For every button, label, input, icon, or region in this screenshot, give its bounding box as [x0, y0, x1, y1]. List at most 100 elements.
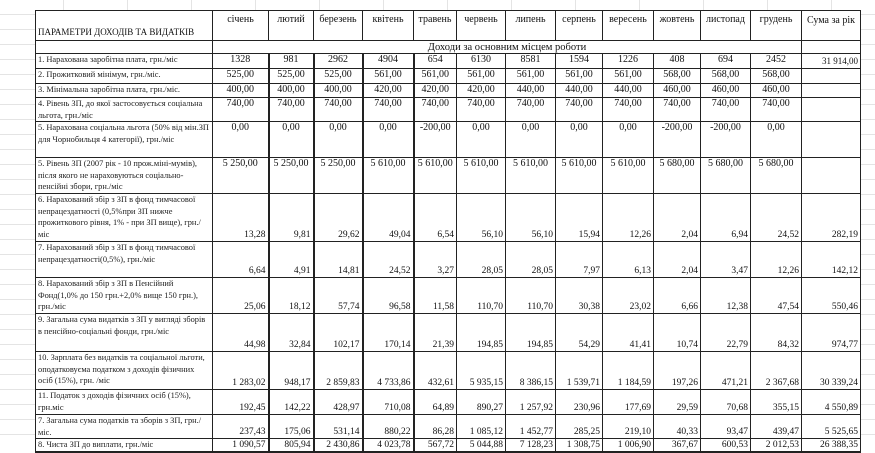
total-cell[interactable]: 550,46: [801, 277, 861, 314]
value-cell[interactable]: 740,00: [750, 97, 802, 122]
value-cell[interactable]: 1 090,57: [212, 438, 269, 453]
value-cell[interactable]: 56,10: [456, 193, 506, 242]
value-cell[interactable]: 4,91: [267, 241, 315, 278]
row-label[interactable]: 7. Нарахований збір з ЗП в фонд тимчасов…: [35, 241, 213, 278]
value-cell[interactable]: 96,58: [361, 277, 415, 314]
value-cell[interactable]: 57,74: [312, 277, 364, 314]
month-header[interactable]: січень: [212, 10, 269, 41]
value-cell[interactable]: 2,04: [653, 193, 701, 242]
value-cell[interactable]: 10,74: [653, 313, 701, 352]
total-cell[interactable]: 974,77: [801, 313, 861, 352]
row-label[interactable]: 11. Податок з доходів фізичних осіб (15%…: [35, 389, 213, 415]
value-cell[interactable]: 12,38: [700, 277, 751, 314]
total-cell[interactable]: 5 525,65: [801, 414, 861, 439]
value-cell[interactable]: 880,22: [361, 414, 415, 439]
value-cell[interactable]: 7,97: [555, 241, 603, 278]
value-cell[interactable]: 25,06: [212, 277, 269, 314]
value-cell[interactable]: -200,00: [413, 121, 457, 158]
value-cell[interactable]: 0,00: [312, 121, 364, 158]
row-label[interactable]: 9. Загальна сума видатків з ЗП у вигляді…: [35, 313, 213, 352]
value-cell[interactable]: 400,00: [312, 83, 364, 98]
total-cell[interactable]: [801, 83, 861, 98]
value-cell[interactable]: 420,00: [413, 83, 457, 98]
value-cell[interactable]: 525,00: [267, 68, 315, 84]
total-cell[interactable]: [801, 157, 861, 194]
value-cell[interactable]: 30,38: [555, 277, 603, 314]
value-cell[interactable]: 5 610,00: [602, 157, 654, 194]
row-label[interactable]: 3. Мінімальна заробітна плата, грн./міс.: [35, 83, 213, 98]
value-cell[interactable]: 6,54: [413, 193, 457, 242]
value-cell[interactable]: 890,27: [456, 389, 506, 415]
value-cell[interactable]: 1 184,59: [602, 351, 654, 390]
total-cell[interactable]: [801, 121, 861, 158]
value-cell[interactable]: 568,00: [653, 68, 701, 84]
value-cell[interactable]: 13,28: [212, 193, 269, 242]
value-cell[interactable]: 0,00: [267, 121, 315, 158]
value-cell[interactable]: 70,68: [700, 389, 751, 415]
value-cell[interactable]: 29,59: [653, 389, 701, 415]
value-cell[interactable]: 86,28: [413, 414, 457, 439]
value-cell[interactable]: 40,33: [653, 414, 701, 439]
row-label[interactable]: 5. Нарахована соціальна льгота (50% від …: [35, 121, 213, 158]
value-cell[interactable]: 428,97: [312, 389, 364, 415]
section-total-cell[interactable]: [801, 40, 861, 54]
value-cell[interactable]: 7 128,23: [505, 438, 556, 453]
value-cell[interactable]: 8 386,15: [505, 351, 556, 390]
value-cell[interactable]: 2 859,83: [312, 351, 364, 390]
total-cell[interactable]: 142,12: [801, 241, 861, 278]
value-cell[interactable]: 561,00: [555, 68, 603, 84]
value-cell[interactable]: 47,54: [750, 277, 802, 314]
value-cell[interactable]: 440,00: [555, 83, 603, 98]
value-cell[interactable]: 5 610,00: [505, 157, 556, 194]
value-cell[interactable]: 420,00: [361, 83, 415, 98]
month-header[interactable]: вересень: [602, 10, 654, 41]
value-cell[interactable]: 4904: [361, 53, 415, 69]
total-header[interactable]: Сума за рік: [801, 10, 861, 41]
value-cell[interactable]: 8581: [505, 53, 556, 69]
value-cell[interactable]: 0,00: [505, 121, 556, 158]
value-cell[interactable]: 24,52: [361, 241, 415, 278]
value-cell[interactable]: 561,00: [456, 68, 506, 84]
value-cell[interactable]: 64,89: [413, 389, 457, 415]
value-cell[interactable]: 1594: [555, 53, 603, 69]
value-cell[interactable]: 197,26: [653, 351, 701, 390]
total-cell[interactable]: 31 914,00: [801, 53, 861, 69]
value-cell[interactable]: 400,00: [267, 83, 315, 98]
value-cell[interactable]: 600,53: [700, 438, 751, 453]
value-cell[interactable]: 1226: [602, 53, 654, 69]
value-cell[interactable]: 23,02: [602, 277, 654, 314]
value-cell[interactable]: 175,06: [267, 414, 315, 439]
value-cell[interactable]: 740,00: [555, 97, 603, 122]
value-cell[interactable]: 6,13: [602, 241, 654, 278]
value-cell[interactable]: 2 430,86: [312, 438, 364, 453]
value-cell[interactable]: 367,67: [653, 438, 701, 453]
value-cell[interactable]: 740,00: [413, 97, 457, 122]
value-cell[interactable]: 0,00: [602, 121, 654, 158]
month-header[interactable]: лютий: [268, 10, 314, 41]
total-cell[interactable]: [801, 68, 861, 84]
value-cell[interactable]: 28,05: [505, 241, 556, 278]
value-cell[interactable]: 0,00: [212, 121, 269, 158]
value-cell[interactable]: 192,45: [212, 389, 269, 415]
value-cell[interactable]: 21,39: [413, 313, 457, 352]
value-cell[interactable]: 460,00: [653, 83, 701, 98]
value-cell[interactable]: 740,00: [312, 97, 364, 122]
row-label[interactable]: 2. Прожитковий мінімум, грн./міс.: [35, 68, 213, 84]
value-cell[interactable]: 568,00: [700, 68, 751, 84]
value-cell[interactable]: 93,47: [700, 414, 751, 439]
value-cell[interactable]: 102,17: [312, 313, 364, 352]
value-cell[interactable]: 5 935,15: [456, 351, 506, 390]
value-cell[interactable]: 5 250,00: [267, 157, 315, 194]
value-cell[interactable]: 525,00: [212, 68, 269, 84]
value-cell[interactable]: 1 006,90: [602, 438, 654, 453]
month-header[interactable]: серпень: [555, 10, 603, 41]
value-cell[interactable]: 44,98: [212, 313, 269, 352]
row-label[interactable]: 4. Рівень ЗП, до якої застосовується соц…: [35, 97, 213, 122]
value-cell[interactable]: 0,00: [456, 121, 506, 158]
value-cell[interactable]: 14,81: [312, 241, 364, 278]
value-cell[interactable]: 54,29: [555, 313, 603, 352]
value-cell[interactable]: 440,00: [505, 83, 556, 98]
month-header[interactable]: жовтень: [653, 10, 701, 41]
value-cell[interactable]: 4 023,78: [361, 438, 415, 453]
value-cell[interactable]: 740,00: [653, 97, 701, 122]
